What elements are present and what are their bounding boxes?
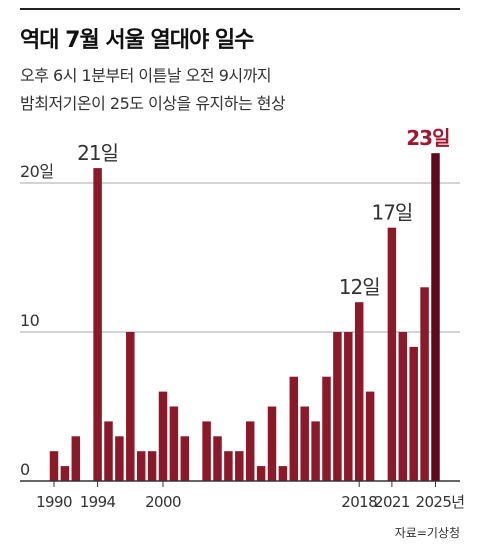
bar	[126, 332, 135, 481]
bar	[289, 376, 299, 481]
bar	[224, 451, 233, 481]
data-label: 17일	[371, 201, 412, 225]
bar	[333, 332, 342, 481]
source-note: 자료=기상청	[394, 526, 460, 540]
data-label: 21일	[77, 141, 118, 165]
chart-subtitle-line-1: 오후 6시 1분부터 이튿날 오전 9시까지	[20, 66, 272, 85]
bar	[267, 406, 277, 481]
bar	[202, 421, 211, 481]
bar	[431, 153, 440, 481]
bar	[398, 332, 408, 481]
y-tick-label: 0	[20, 460, 30, 479]
bar	[420, 287, 429, 481]
bar	[365, 391, 375, 481]
bar	[169, 406, 179, 481]
bar	[322, 376, 331, 481]
chart-subtitle-line-2: 밤최저기온이 25도 이상을 유지하는 현상	[20, 94, 286, 113]
bar	[71, 436, 81, 481]
y-tick-label: 20일	[20, 162, 54, 181]
x-tick-label: 2018	[341, 493, 377, 511]
x-tick-label: 2025년	[416, 493, 465, 511]
bar	[300, 406, 309, 481]
bar	[278, 466, 288, 481]
x-tick-label: 2021	[374, 493, 410, 511]
bar	[213, 436, 222, 481]
y-tick-label: 10	[20, 311, 40, 330]
bar	[311, 421, 320, 481]
bar	[344, 332, 353, 481]
bar	[147, 451, 157, 481]
bar	[387, 227, 397, 481]
bar	[93, 168, 102, 481]
bar	[245, 421, 255, 481]
bar	[409, 346, 418, 481]
bar	[256, 466, 266, 481]
data-label: 23일	[406, 126, 449, 150]
x-tick-label: 2000	[145, 493, 181, 511]
bar	[158, 391, 168, 481]
data-label: 12일	[339, 275, 380, 299]
chart-title: 역대 7월 서울 열대야 일수	[20, 28, 254, 53]
bar	[180, 436, 190, 481]
bar	[136, 451, 146, 481]
bar	[49, 451, 59, 481]
bar	[115, 436, 124, 481]
x-tick-label: 1994	[80, 493, 116, 511]
bar	[60, 466, 70, 481]
bar	[235, 451, 244, 481]
bar	[104, 421, 113, 481]
bar	[354, 302, 364, 481]
x-tick-label: 1990	[36, 493, 72, 511]
top-rule	[20, 8, 460, 10]
